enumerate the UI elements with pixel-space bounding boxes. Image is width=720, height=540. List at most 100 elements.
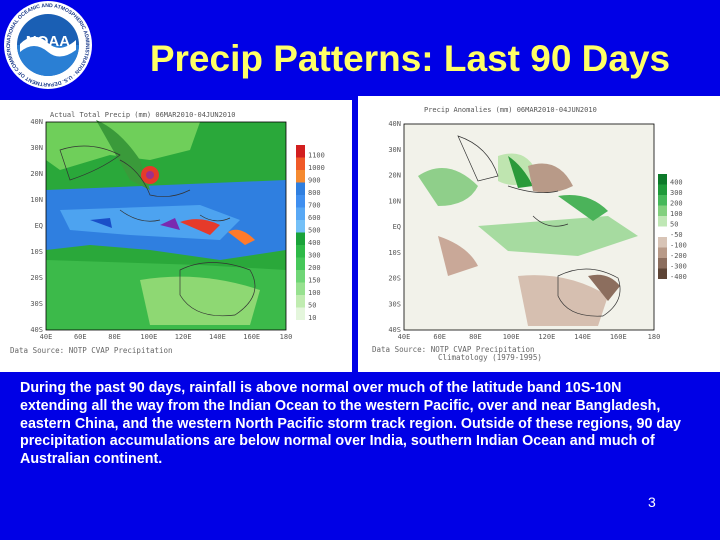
lon-tick-label: 140E [574,333,591,341]
slide-title: Precip Patterns: Last 90 Days [149,38,671,79]
colorbar-label: -200 [670,252,687,260]
lon-tick-label: 180 [280,333,293,341]
colorbar-label: 1100 [308,152,325,160]
lon-tick-label: 100E [140,333,157,341]
colorbar-label: 200 [308,264,321,272]
colorbar-swatch [296,170,305,183]
colorbar-label: 100 [670,210,683,218]
page-number: 3 [648,494,656,510]
right-map-plot [403,123,655,331]
colorbar-swatch [296,295,305,308]
right-lon-labels: 40E 60E 80E 100E 120E 140E 160E 180 [398,333,661,341]
actual-precip-map: Actual Total Precip (mm) 06MAR2010-04JUN… [0,100,352,372]
right-map-source: Data Source: NOTP CVAP Precipitation [372,345,535,354]
colorbar-swatch [296,257,305,270]
colorbar-label: -300 [670,263,687,271]
colorbar-label: 300 [308,252,321,260]
lat-tick-label: 40S [30,326,43,334]
colorbar-label: 400 [670,179,683,187]
colorbar-swatch [296,195,305,208]
colorbar-swatch [658,174,667,185]
left-lat-labels: 40N 30N 20N 10N EQ 10S 20S 30S 40S [30,118,43,334]
lat-tick-label: 40N [30,118,43,126]
lat-tick-label: 30S [388,300,401,308]
colorbar-label: 400 [308,239,321,247]
colorbar-label: 150 [308,277,321,285]
colorbar-swatch [658,216,667,227]
colorbar-swatch [296,157,305,170]
left-map-plot [45,120,287,331]
lon-tick-label: 80E [469,333,482,341]
lat-tick-label: 30N [388,146,401,154]
lon-tick-label: 40E [40,333,53,341]
colorbar-swatch [658,226,667,237]
lon-tick-label: 100E [503,333,520,341]
lat-tick-label: 20S [30,274,43,282]
colorbar-swatch [296,220,305,233]
right-colorbar: 400 300 200 100 50 -50 -100 -200 -300 -400 [658,174,687,281]
left-map-source: Data Source: NOTP CVAP Precipitation [10,346,173,355]
colorbar-label: 600 [308,214,321,222]
lat-tick-label: 10N [388,197,401,205]
colorbar-swatch [296,207,305,220]
colorbar-swatch [296,307,305,320]
lon-tick-label: 60E [74,333,87,341]
lon-tick-label: 160E [610,333,627,341]
colorbar-label: 10 [308,314,316,322]
colorbar-label: 100 [308,289,321,297]
colorbar-swatch [296,182,305,195]
lon-tick-label: 40E [398,333,411,341]
right-lat-labels: 40N 30N 20N 10N EQ 10S 20S 30S 40S [388,120,401,334]
colorbar-label: 700 [308,202,321,210]
lon-tick-label: 120E [538,333,555,341]
left-colorbar: 1100 1000 900 800 700 600 500 400 300 200 150 100 50… [296,145,325,322]
lon-tick-label: 120E [175,333,192,341]
noaa-logo: NOAA NATIONAL OCEANIC AND ATMOSPHERIC AD… [0,0,100,96]
colorbar-label: 500 [308,227,321,235]
lon-tick-label: 160E [243,333,260,341]
colorbar-swatch [296,145,305,158]
left-lon-labels: 40E 60E 80E 100E 120E 140E 160E 180 [40,333,293,341]
lat-tick-label: EQ [393,223,401,231]
lat-tick-label: 20S [388,275,401,283]
colorbar-swatch [658,184,667,195]
colorbar-swatch [296,270,305,283]
summary-paragraph: During the past 90 days, rainfall is abo… [20,380,682,468]
colorbar-label: 50 [308,302,316,310]
lat-tick-label: 20N [30,170,43,178]
lat-tick-label: 20N [388,172,401,180]
colorbar-label: -50 [670,231,683,239]
lon-tick-label: 180 [648,333,661,341]
lat-tick-label: 10S [388,249,401,257]
colorbar-swatch [296,245,305,258]
colorbar-swatch [658,247,667,258]
lat-tick-label: 30S [30,300,43,308]
precip-anomaly-map: Precip Anomalies (mm) 06MAR2010-04JUN201… [358,96,720,372]
logo-wordmark: NOAA [26,33,70,50]
colorbar-swatch [658,258,667,269]
colorbar-swatch [658,268,667,279]
lat-tick-label: 10S [30,248,43,256]
right-map-caption: Precip Anomalies (mm) 06MAR2010-04JUN201… [424,106,597,114]
colorbar-label: -100 [670,242,687,250]
colorbar-label: 50 [670,221,678,229]
lon-tick-label: 80E [108,333,121,341]
lat-tick-label: 30N [30,144,43,152]
colorbar-swatch [296,232,305,245]
lon-tick-label: 140E [209,333,226,341]
lat-tick-label: 10N [30,196,43,204]
colorbar-label: -400 [670,273,687,281]
colorbar-label: 300 [670,189,683,197]
colorbar-swatch [658,205,667,216]
left-map-caption: Actual Total Precip (mm) 06MAR2010-04JUN… [50,111,235,119]
lat-tick-label: 40N [388,120,401,128]
colorbar-label: 1000 [308,164,325,172]
colorbar-label: 800 [308,189,321,197]
lon-tick-label: 60E [433,333,446,341]
colorbar-swatch [658,195,667,206]
lat-tick-label: EQ [35,222,43,230]
colorbar-label: 200 [670,200,683,208]
right-map-climatology: Climatology (1979-1995) [438,353,542,362]
colorbar-swatch [296,282,305,295]
lat-tick-label: 40S [388,326,401,334]
